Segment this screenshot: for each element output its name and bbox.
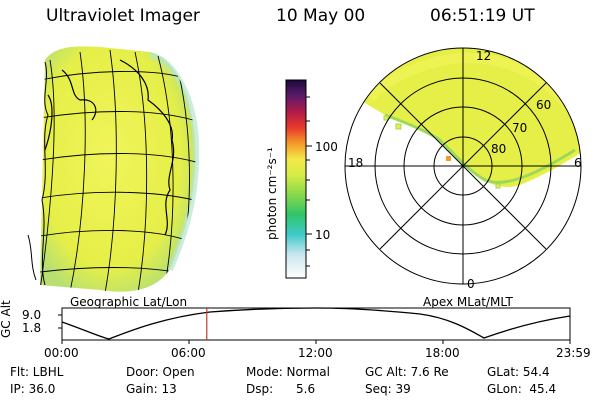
info-ip: IP: 36.0 — [10, 382, 56, 396]
info-glat: GLat: 54.4 — [487, 365, 550, 379]
mlat-label-80: 80 — [491, 142, 507, 156]
mlat-label-70: 70 — [512, 121, 528, 135]
mlt-label-6: 6 — [574, 156, 582, 170]
x-tick-1200: 12:00 — [298, 346, 333, 360]
info-door: Door: Open — [126, 365, 195, 379]
altitude-tick-1-8: 1.8 — [22, 321, 42, 335]
info-gain: Gain: 13 — [126, 382, 177, 396]
info-seq: Seq: 39 — [365, 382, 411, 396]
instrument-title: Ultraviolet Imager — [46, 6, 200, 26]
colorbar-tick-10: 10 — [315, 228, 331, 242]
altitude-tick-9: 9.0 — [22, 308, 42, 322]
info-gc-alt: GC Alt: 7.6 Re — [365, 365, 449, 379]
x-tick-0000: 00:00 — [44, 346, 79, 360]
left-panel-label: Geographic Lat/Lon — [70, 295, 188, 309]
x-tick-2359: 23:59 — [556, 346, 591, 360]
info-filter: Flt: LBHL — [10, 365, 64, 379]
x-tick-0600: 06:00 — [171, 346, 206, 360]
altitude-axis-label: GC Alt — [0, 300, 13, 338]
mlat-label-60: 60 — [536, 98, 552, 112]
mlt-label-0: 0 — [467, 277, 475, 291]
info-dsp: Dsp: 5.6 — [246, 382, 316, 396]
right-panel-label: Apex MLat/MLT — [423, 295, 513, 309]
colorbar-tick-100: 100 — [315, 140, 338, 154]
info-glon: GLon: 45.4 — [487, 382, 557, 396]
mlt-label-18: 18 — [348, 156, 364, 170]
info-mode: Mode: Normal — [246, 365, 330, 379]
mlt-label-12: 12 — [476, 49, 492, 63]
time-label: 06:51:19 UT — [430, 6, 535, 26]
x-tick-1800: 18:00 — [425, 346, 460, 360]
date-label: 10 May 00 — [276, 6, 366, 26]
